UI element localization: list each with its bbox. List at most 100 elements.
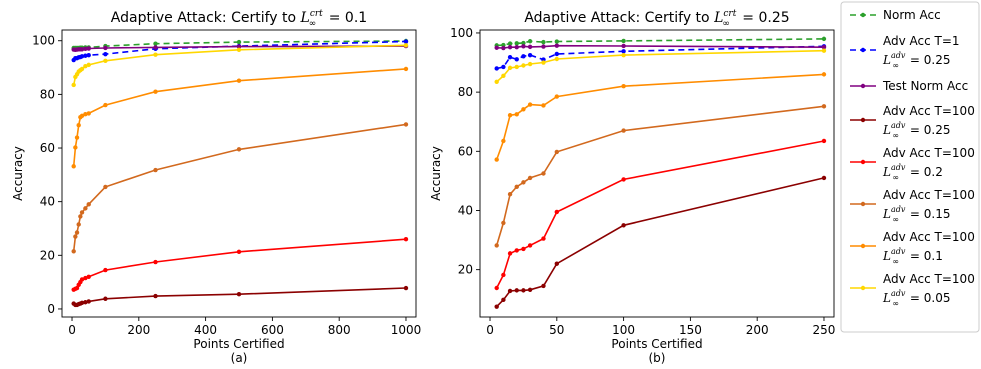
data-point [621,128,626,133]
data-point [236,44,242,49]
data-point [73,234,78,239]
data-point [103,296,108,301]
legend-label: Adv Acc T=100 [883,230,975,244]
data-point [103,102,108,108]
legend-math-value: = 0.25 [906,123,950,137]
data-point [527,39,533,44]
data-point [76,123,81,128]
data-point [83,112,88,117]
data-point [514,248,519,253]
legend-swatch-marker [860,12,866,18]
data-point [236,78,242,83]
y-tick-label: 60 [40,141,55,155]
y-tick-label: 20 [40,248,55,262]
legend-math-superscript: adv [891,163,906,172]
legend-swatch-marker [860,201,866,207]
legend-math-symbol: L [882,165,891,179]
x-tick-label: 200 [127,323,150,337]
panel-caption: (a) [231,351,248,365]
legend-entry-3: Test Norm Acc [850,79,968,93]
y-tick-label: 80 [458,85,473,99]
data-point [86,62,91,68]
data-point [621,43,626,49]
series-line [496,44,825,49]
data-point [494,79,499,84]
series-3 [494,43,827,51]
series-8 [494,48,827,84]
data-point [153,259,158,265]
data-point [527,102,533,107]
series-7 [494,72,827,162]
data-point [527,61,533,67]
legend-math-value: = 0.25 [906,53,950,67]
data-point [103,45,108,51]
data-point [403,122,409,127]
data-point [514,57,519,62]
data-point [514,64,519,70]
legend-swatch-marker [860,243,866,249]
data-point [74,230,80,235]
x-tick-label: 800 [328,323,351,337]
y-tick-label: 40 [40,195,55,209]
legend-entry-5: Adv Acc T=100 Ladv ∞ = 0.2 [850,146,975,182]
data-point [621,52,626,58]
data-point [83,46,88,51]
data-point [621,223,626,228]
series-line [496,49,825,83]
series-7 [71,66,409,169]
data-point [83,300,88,305]
data-point [153,52,158,57]
chart-title-math: L [300,10,310,26]
data-point [494,66,499,71]
legend-math-symbol: L [882,207,891,221]
x-tick-label: 400 [194,323,217,337]
data-point [507,251,513,256]
data-point [86,46,91,51]
data-point [821,36,827,42]
data-point [103,184,108,190]
data-point [514,288,519,293]
data-point [79,210,85,215]
legend-swatch-marker [860,285,866,291]
data-point [521,288,526,293]
data-point [236,249,242,255]
data-point [514,44,519,50]
data-point [501,45,506,51]
x-tick-label: 50 [549,323,564,337]
series-6 [494,104,827,248]
y-tick-label: 60 [458,144,473,158]
data-point [71,82,76,88]
data-point [521,44,526,49]
legend-label: Norm Acc [883,8,941,22]
data-point [79,277,85,282]
data-point [554,43,560,48]
series-2 [494,44,827,71]
y-axis-label: Accuracy [11,146,25,201]
x-tick-label: 600 [261,323,284,337]
data-point [527,175,533,181]
data-point [501,272,506,278]
data-point [73,145,78,150]
legend-math-symbol: L [882,249,891,263]
data-point [541,39,546,45]
legend-label: Adv Acc T=100 [883,272,975,286]
data-point [541,103,546,108]
data-point [403,285,409,291]
legend-math: Ladv ∞ = 0.05 [882,289,950,308]
plot-frame [61,29,417,318]
data-point [521,180,526,185]
data-point [153,89,158,94]
legend-math: Ladv ∞ = 0.15 [882,205,950,224]
legend-math-subscript: ∞ [892,131,899,140]
legend-label: Adv Acc T=100 [883,188,975,202]
data-point [74,135,80,140]
data-point [83,275,88,281]
data-point [494,157,499,162]
data-point [403,237,409,242]
chart-title-value: = 0.1 [324,10,367,26]
x-tick-label: 1000 [391,323,422,337]
data-point [554,39,560,44]
data-point [514,41,519,46]
data-point [236,47,242,53]
